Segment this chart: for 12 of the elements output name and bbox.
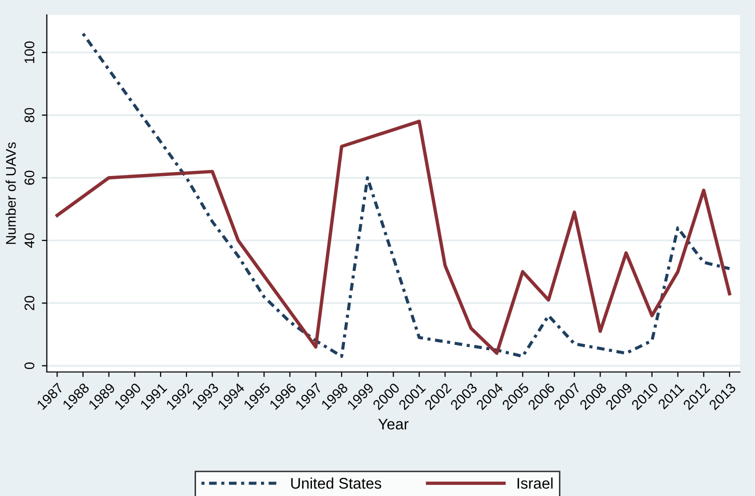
line-series: [81, 32, 732, 358]
y-tick-label: 100: [24, 41, 34, 63]
y-tick-label: 40: [24, 233, 34, 248]
y-tick-label: 60: [24, 170, 34, 185]
y-tick-label: 80: [24, 108, 34, 122]
x-axis-title: Year: [378, 418, 409, 430]
y-tick-label: 0: [24, 362, 34, 370]
y-tick-label: 20: [24, 296, 34, 310]
legend-label: United States: [291, 478, 382, 489]
line-series: [55, 120, 732, 355]
y-axis-title: Number of UAVs: [6, 142, 16, 244]
legend-label: Israel: [518, 478, 553, 489]
